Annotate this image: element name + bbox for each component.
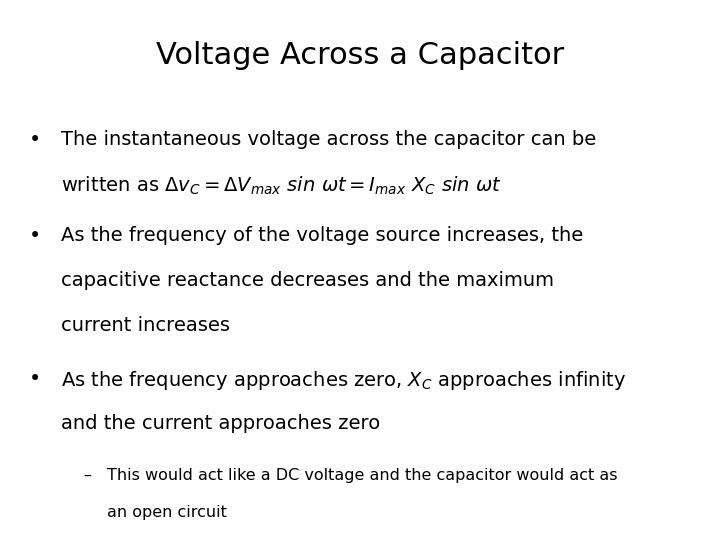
Text: Voltage Across a Capacitor: Voltage Across a Capacitor: [156, 40, 564, 70]
Text: This would act like a DC voltage and the capacitor would act as: This would act like a DC voltage and the…: [107, 468, 617, 483]
Text: As the frequency of the voltage source increases, the: As the frequency of the voltage source i…: [61, 226, 583, 245]
Text: capacitive reactance decreases and the maximum: capacitive reactance decreases and the m…: [61, 271, 554, 290]
Text: •: •: [29, 226, 41, 246]
Text: As the frequency approaches zero, $X_C$ approaches infinity: As the frequency approaches zero, $X_C$ …: [61, 369, 626, 393]
Text: •: •: [29, 369, 41, 389]
Text: and the current approaches zero: and the current approaches zero: [61, 414, 380, 433]
Text: written as $\Delta v_C = \Delta V_{max}\ \mathit{sin}\ \omega t = I_{max}\ X_C\ : written as $\Delta v_C = \Delta V_{max}\…: [61, 174, 502, 197]
Text: –: –: [83, 468, 91, 483]
Text: •: •: [29, 130, 41, 150]
Text: an open circuit: an open circuit: [107, 505, 226, 519]
Text: current increases: current increases: [61, 315, 230, 335]
Text: The instantaneous voltage across the capacitor can be: The instantaneous voltage across the cap…: [61, 130, 596, 148]
